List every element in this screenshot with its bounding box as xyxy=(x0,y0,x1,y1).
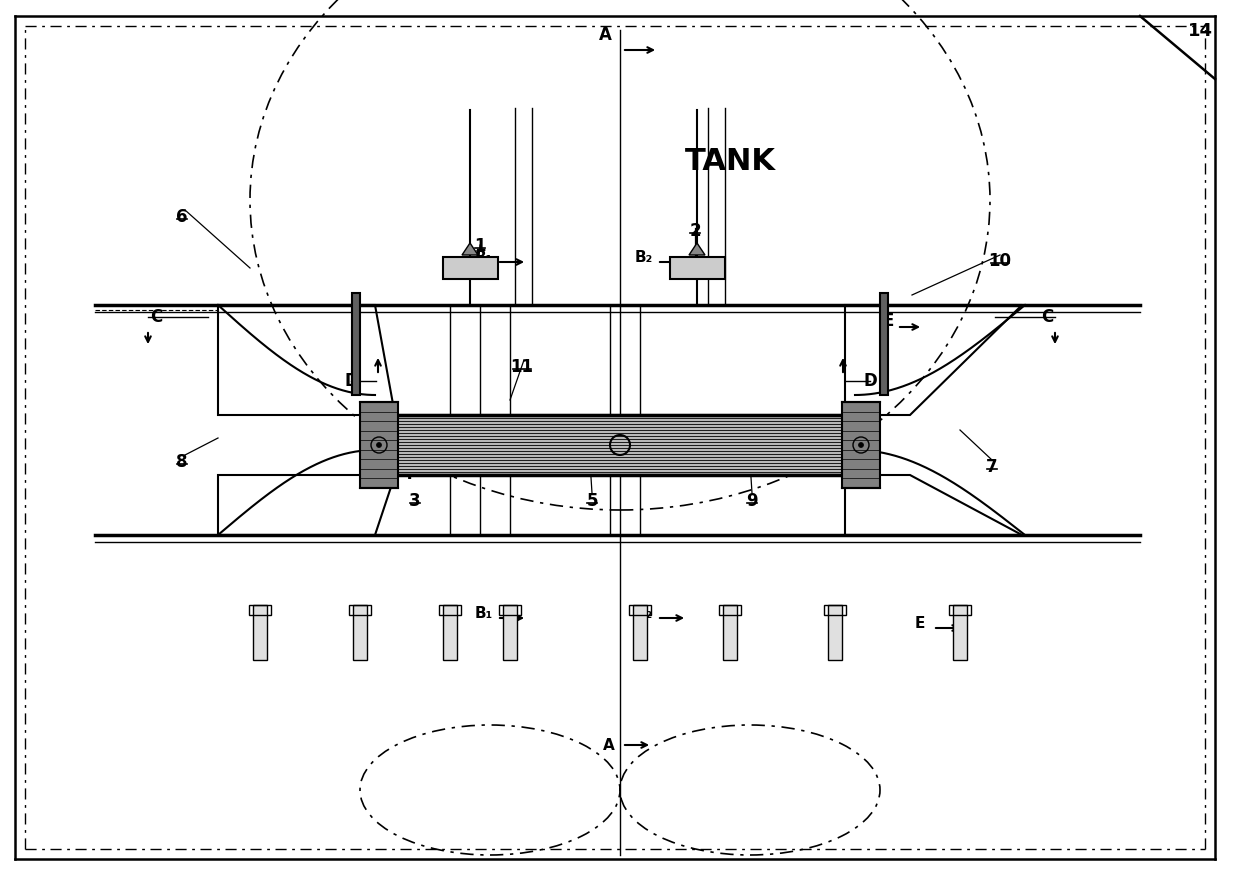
Text: A: A xyxy=(599,26,613,44)
Bar xyxy=(443,257,498,279)
Circle shape xyxy=(858,442,863,447)
Bar xyxy=(439,605,461,615)
Bar xyxy=(249,605,272,615)
Bar xyxy=(949,605,971,615)
Bar xyxy=(632,605,647,660)
Bar xyxy=(360,402,398,488)
Circle shape xyxy=(377,442,382,447)
Text: B₁: B₁ xyxy=(475,249,494,265)
Text: 14: 14 xyxy=(1188,22,1213,40)
Bar xyxy=(723,605,737,660)
Bar xyxy=(842,402,880,488)
Bar xyxy=(503,605,517,660)
Bar xyxy=(498,605,521,615)
Text: E: E xyxy=(915,615,925,630)
Bar xyxy=(352,293,360,395)
Text: C: C xyxy=(1040,308,1053,326)
Text: 5: 5 xyxy=(587,492,598,510)
Text: E: E xyxy=(883,312,894,330)
Text: TANK: TANK xyxy=(684,148,775,177)
Text: C: C xyxy=(150,308,162,326)
Text: 1: 1 xyxy=(474,237,486,255)
Text: 8: 8 xyxy=(176,453,187,471)
Text: 10: 10 xyxy=(988,252,1012,270)
Text: 7: 7 xyxy=(986,458,998,476)
Text: 2: 2 xyxy=(689,222,701,240)
Polygon shape xyxy=(463,243,477,255)
Bar xyxy=(348,605,371,615)
Bar xyxy=(828,605,842,660)
Text: 3: 3 xyxy=(409,492,420,510)
Text: 9: 9 xyxy=(746,492,758,510)
Bar xyxy=(954,605,967,660)
Text: 4: 4 xyxy=(402,465,413,483)
Text: 11: 11 xyxy=(511,358,533,376)
Bar xyxy=(880,293,888,395)
Text: B₂: B₂ xyxy=(635,606,653,621)
Bar xyxy=(443,605,458,660)
Bar xyxy=(353,605,367,660)
Text: D: D xyxy=(863,372,877,390)
Bar xyxy=(396,415,844,475)
Text: B₂: B₂ xyxy=(635,249,653,265)
Bar xyxy=(670,257,725,279)
Bar xyxy=(629,605,651,615)
Text: D: D xyxy=(345,372,358,390)
Text: 6: 6 xyxy=(176,208,187,226)
Bar xyxy=(825,605,846,615)
Polygon shape xyxy=(689,243,706,255)
Bar xyxy=(253,605,267,660)
Text: B₁: B₁ xyxy=(475,606,494,621)
Text: A: A xyxy=(603,738,615,753)
Bar xyxy=(719,605,742,615)
